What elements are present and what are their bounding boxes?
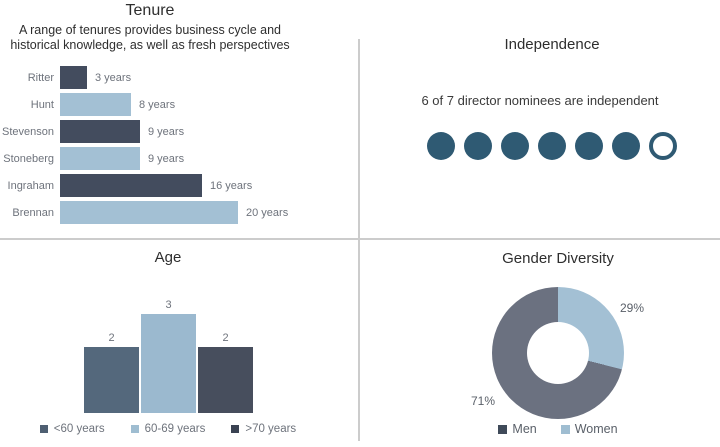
gender-legend-item: Women [560, 422, 618, 436]
age-value-label: 3 [165, 299, 172, 311]
tenure-row: Hunt 8 years [0, 91, 358, 118]
tenure-bar [60, 147, 140, 170]
age-legend-swatch [39, 425, 48, 433]
age-legend-item: >70 years [231, 423, 296, 435]
tenure-row: Ritter 3 years [0, 64, 358, 91]
independent-director-dot [612, 132, 640, 160]
tenure-category-label: Hunt [30, 98, 54, 111]
age-value-label: 2 [108, 332, 115, 344]
tenure-bar [60, 66, 87, 89]
age-legend-item: <60 years [39, 423, 105, 435]
gender-title: Gender Diversity [502, 250, 614, 267]
tenure-bar [60, 201, 238, 224]
tenure-title: Tenure [125, 2, 175, 19]
tenure-subtitle-line1: A range of tenures provides business cyc… [19, 23, 281, 37]
age-legend-swatch [130, 425, 139, 433]
age-chart: Age 2 3 2 <60 years 60-69 years [0, 240, 358, 447]
independent-director-dot [538, 132, 566, 160]
independence-caption: 6 of 7 director nominees are independent [421, 93, 659, 108]
age-column: 3 [141, 299, 196, 413]
gender-legend-swatch [560, 424, 570, 434]
tenure-value-label: 9 years [148, 152, 185, 165]
tenure-bars-area: Ritter 3 years Hunt 8 years Stevenson 9 … [0, 64, 358, 226]
age-column: 2 [198, 332, 253, 413]
tenure-value-label: 8 years [139, 98, 176, 111]
tenure-bar [60, 174, 202, 197]
independence-circles [384, 132, 720, 160]
tenure-category-label: Ingraham [7, 179, 54, 192]
tenure-row: Stoneberg 9 years [0, 145, 358, 172]
age-legend-label: >70 years [245, 423, 297, 435]
tenure-bar [60, 93, 131, 116]
tenure-subtitle: A range of tenures provides business cyc… [0, 23, 300, 53]
gender-legend-swatch [498, 424, 508, 434]
tenure-category-label: Stoneberg [3, 152, 54, 165]
tenure-row: Brennan 20 years [0, 199, 358, 226]
horizontal-divider [0, 238, 720, 240]
age-bars-area: 2 3 2 [84, 298, 254, 413]
tenure-row: Ingraham 16 years [0, 172, 358, 199]
tenure-category-label: Ritter [27, 71, 54, 84]
age-legend-item: 60-69 years [130, 423, 206, 435]
women-percent-label: 29% [620, 301, 645, 315]
independent-director-dot [501, 132, 529, 160]
independent-director-dot [575, 132, 603, 160]
age-legend: <60 years 60-69 years >70 years [0, 423, 336, 435]
gender-legend: Men Women [390, 422, 720, 436]
tenure-value-label: 9 years [148, 125, 185, 138]
vertical-divider [358, 39, 360, 441]
tenure-value-label: 20 years [246, 206, 289, 219]
age-bar [198, 347, 253, 413]
independence-chart: Independence 6 of 7 director nominees ar… [360, 0, 720, 238]
age-column: 2 [84, 332, 139, 413]
gender-legend-label: Men [512, 422, 537, 436]
gender-legend-label: Women [574, 422, 618, 436]
gender-diversity-chart: Gender Diversity 29% 71% Men Women [360, 240, 720, 447]
age-legend-swatch [231, 425, 240, 433]
tenure-value-label: 16 years [210, 179, 253, 192]
tenure-value-label: 3 years [95, 71, 132, 84]
age-title: Age [154, 249, 182, 266]
gender-legend-item: Men [498, 422, 537, 436]
tenure-category-label: Brennan [12, 206, 54, 219]
gender-donut-hole [527, 322, 589, 384]
non-independent-director-dot [649, 132, 677, 160]
tenure-category-label: Stevenson [2, 125, 54, 138]
age-legend-label: 60-69 years [144, 423, 206, 435]
men-percent-label: 71% [471, 394, 496, 408]
age-bar [84, 347, 139, 413]
independence-title: Independence [504, 36, 600, 53]
independent-director-dot [427, 132, 455, 160]
tenure-chart: Tenure A range of tenures provides busin… [0, 0, 358, 238]
age-value-label: 2 [222, 332, 229, 344]
tenure-bar [60, 120, 140, 143]
age-legend-label: <60 years [53, 423, 105, 435]
tenure-row: Stevenson 9 years [0, 118, 358, 145]
independent-director-dot [464, 132, 492, 160]
tenure-subtitle-line2: historical knowledge, as well as fresh p… [10, 38, 290, 52]
age-bar [141, 314, 196, 413]
